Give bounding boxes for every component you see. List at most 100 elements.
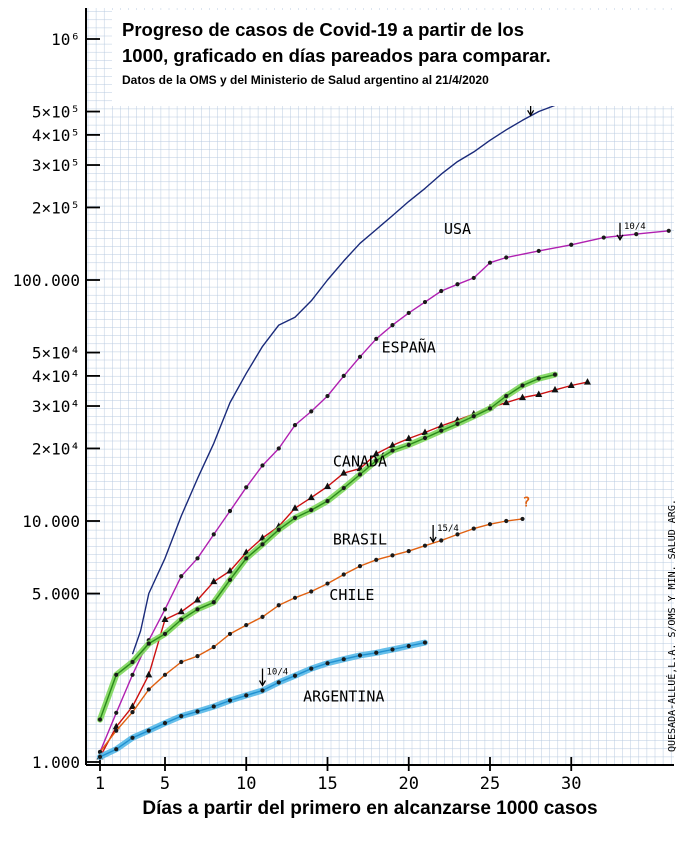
annotation-arrowhead-chile (429, 536, 437, 544)
data-point-brasil (439, 428, 444, 433)
data-point-chile (260, 614, 265, 620)
data-point-espa-a (487, 260, 493, 265)
data-point-chile (130, 710, 135, 715)
y-tick-label: 4×10⁵ (32, 126, 80, 145)
y-tick-label: 10⁶ (51, 30, 80, 49)
data-point-brasil (341, 485, 346, 491)
data-point-brasil (130, 659, 135, 665)
data-point-canad- (210, 577, 218, 585)
x-tick-label: 1 (95, 774, 105, 794)
chart-labels: USA14/4ESPAÑA10/4CANADÁBRASILCHILE15/4AR… (258, 97, 646, 706)
data-point-chile (357, 563, 363, 569)
data-point-brasil (455, 421, 460, 426)
chart-title-line1: Progreso de casos de Covid-19 a partir d… (122, 19, 524, 40)
data-point-espa-a (504, 255, 509, 260)
data-point-brasil (292, 515, 298, 521)
chart-title-line2: 1000, graficado en días pareados para co… (122, 45, 551, 66)
data-point-canad- (291, 504, 299, 511)
chile-question-mark: ? (523, 495, 531, 510)
data-point-canad- (324, 482, 331, 490)
data-point-chile (520, 516, 525, 522)
data-point-canad- (405, 434, 413, 441)
data-point-espa-a (374, 336, 379, 341)
chart-axes: 1.000 5.000 10.000 2×10⁴ 3×10⁴ 4×10⁴ 5×10⁴ 100.… (13, 8, 674, 794)
data-point-canad- (519, 393, 526, 401)
x-tick-label: 25 (480, 774, 500, 794)
annotation-arrowhead-espa-a (616, 234, 624, 242)
data-point-argentina (146, 728, 151, 733)
data-point-brasil (179, 617, 184, 622)
title-box (112, 10, 674, 106)
data-point-chile (292, 595, 298, 600)
y-tick-label: 100.000 (13, 271, 80, 290)
data-point-brasil (114, 672, 119, 677)
data-point-espa-a (260, 463, 265, 468)
data-point-argentina (227, 698, 233, 703)
side-note: QUESADA-ALLUÉ,L.A. S/OMS Y MIN. SALUD AR… (665, 499, 678, 752)
data-point-espa-a (227, 508, 233, 514)
data-point-chile (439, 538, 444, 543)
y-tick-label: 3×10⁵ (32, 156, 80, 175)
data-point-argentina (260, 688, 265, 693)
data-point-chile (276, 603, 281, 608)
data-point-espa-a (276, 446, 281, 451)
data-point-brasil (406, 442, 411, 447)
data-point-argentina (244, 693, 249, 698)
data-point-espa-a (195, 556, 200, 561)
data-point-chile (309, 589, 314, 594)
data-point-brasil (374, 458, 379, 463)
chart-subtitle: Datos de la OMS y del Ministerio de Salu… (122, 73, 489, 87)
data-point-argentina (309, 666, 314, 671)
annotation-label-espa-a: 10/4 (624, 222, 646, 232)
data-point-espa-a (439, 288, 444, 294)
data-point-argentina (292, 673, 298, 678)
data-point-argentina (114, 747, 119, 752)
data-point-canad- (551, 385, 559, 393)
data-point-espa-a (325, 393, 330, 399)
data-point-espa-a (406, 310, 411, 316)
y-tick-label: 5×10⁴ (32, 344, 80, 363)
data-point-brasil (390, 448, 395, 453)
data-point-canad- (340, 469, 348, 476)
data-point-brasil (487, 406, 493, 411)
data-point-canad- (145, 670, 153, 678)
data-point-argentina (390, 647, 395, 652)
x-tick-label: 15 (317, 774, 337, 794)
data-point-espa-a (211, 532, 216, 537)
data-point-espa-a (114, 710, 119, 715)
data-point-espa-a (455, 282, 460, 287)
series-label-canad-: CANADÁ (333, 452, 387, 471)
data-point-canad- (421, 428, 429, 435)
data-point-argentina (179, 714, 184, 719)
data-point-brasil (195, 607, 200, 612)
data-point-chile (97, 749, 103, 755)
data-point-argentina (341, 657, 346, 662)
data-point-canad- (389, 441, 396, 448)
series-label-argentina: ARGENTINA (303, 688, 384, 706)
series-label-brasil: BRASIL (333, 530, 387, 548)
annotation-label-chile: 15/4 (437, 524, 459, 534)
chart-grid (86, 8, 674, 766)
data-point-argentina (211, 704, 216, 709)
data-point-argentina (406, 643, 411, 649)
data-point-brasil (146, 641, 151, 646)
annotation-arrowhead-usa (527, 109, 535, 117)
y-tick-label: 2×10⁴ (32, 439, 80, 458)
data-point-brasil (536, 376, 541, 381)
data-point-brasil (552, 372, 558, 377)
data-point-chile (422, 543, 428, 548)
data-point-argentina (162, 721, 168, 726)
data-point-argentina (195, 709, 200, 714)
data-point-chile (179, 659, 184, 665)
data-point-argentina (130, 735, 135, 740)
data-point-chile (195, 654, 200, 659)
data-point-espa-a (601, 235, 606, 240)
data-point-brasil (227, 577, 233, 582)
data-point-brasil (244, 556, 249, 561)
data-point-canad- (567, 381, 575, 388)
data-point-espa-a (341, 373, 346, 379)
data-point-brasil (260, 542, 265, 547)
series-line-usa (131, 90, 604, 655)
data-point-brasil (520, 383, 525, 388)
data-point-argentina (357, 653, 363, 658)
